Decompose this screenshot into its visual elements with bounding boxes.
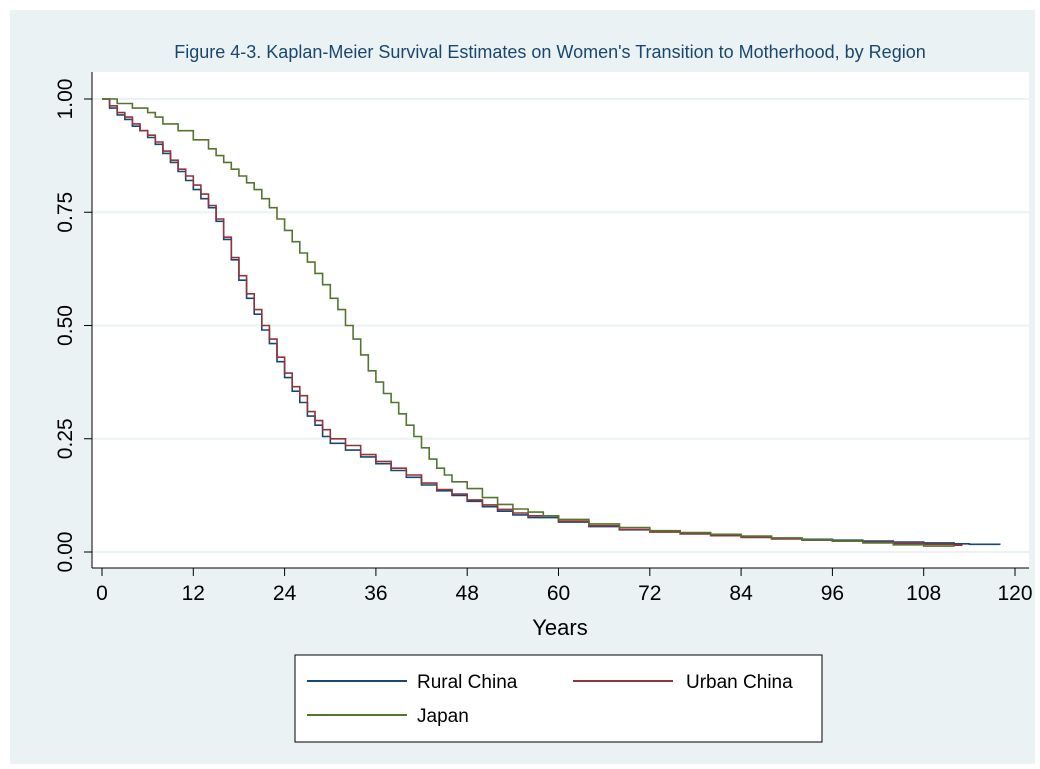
series-lines	[102, 98, 1001, 547]
chart-title: Figure 4-3. Kaplan-Meier Survival Estima…	[174, 42, 925, 62]
y-tick-label: 1.00	[54, 79, 77, 120]
y-tick-label: 0.25	[54, 418, 77, 459]
legend: Rural China Urban China Japan	[294, 654, 823, 743]
x-tick-label: 0	[96, 582, 108, 605]
legend-box	[294, 654, 823, 743]
x-axis-label: Years	[532, 615, 587, 640]
x-tick-label: 72	[638, 582, 661, 605]
x-tick-label: 96	[821, 582, 844, 605]
x-tick-label: 12	[182, 582, 205, 605]
x-tick-label: 84	[729, 582, 753, 605]
series-line-urban-china	[102, 98, 963, 547]
x-tick-label: 36	[364, 582, 387, 605]
series-line-japan	[102, 98, 955, 547]
x-tick-label: 120	[997, 582, 1032, 605]
plot-area	[92, 72, 1029, 568]
legend-label-urban-china: Urban China	[686, 672, 793, 693]
x-tick-label: 108	[906, 582, 941, 605]
legend-label-japan: Japan	[417, 706, 469, 727]
x-tick-label: 48	[456, 582, 479, 605]
y-tick-label: 0.50	[54, 305, 77, 346]
x-tick-label: 24	[273, 582, 297, 605]
y-axis-ticks: 0.00 0.25 0.50 0.75 1.00	[54, 79, 92, 573]
grid-lines	[92, 98, 1029, 553]
y-tick-label: 0.00	[54, 532, 77, 573]
legend-label-rural-china: Rural China	[417, 672, 518, 693]
y-tick-label: 0.75	[54, 192, 77, 233]
survival-chart: Figure 4-3. Kaplan-Meier Survival Estima…	[54, 42, 1033, 743]
figure-background: Figure 4-3. Kaplan-Meier Survival Estima…	[10, 10, 1035, 764]
x-axis-ticks: 0 12 24 36 48 60 72 84 96 108 120	[96, 568, 1033, 605]
x-tick-label: 60	[547, 582, 570, 605]
